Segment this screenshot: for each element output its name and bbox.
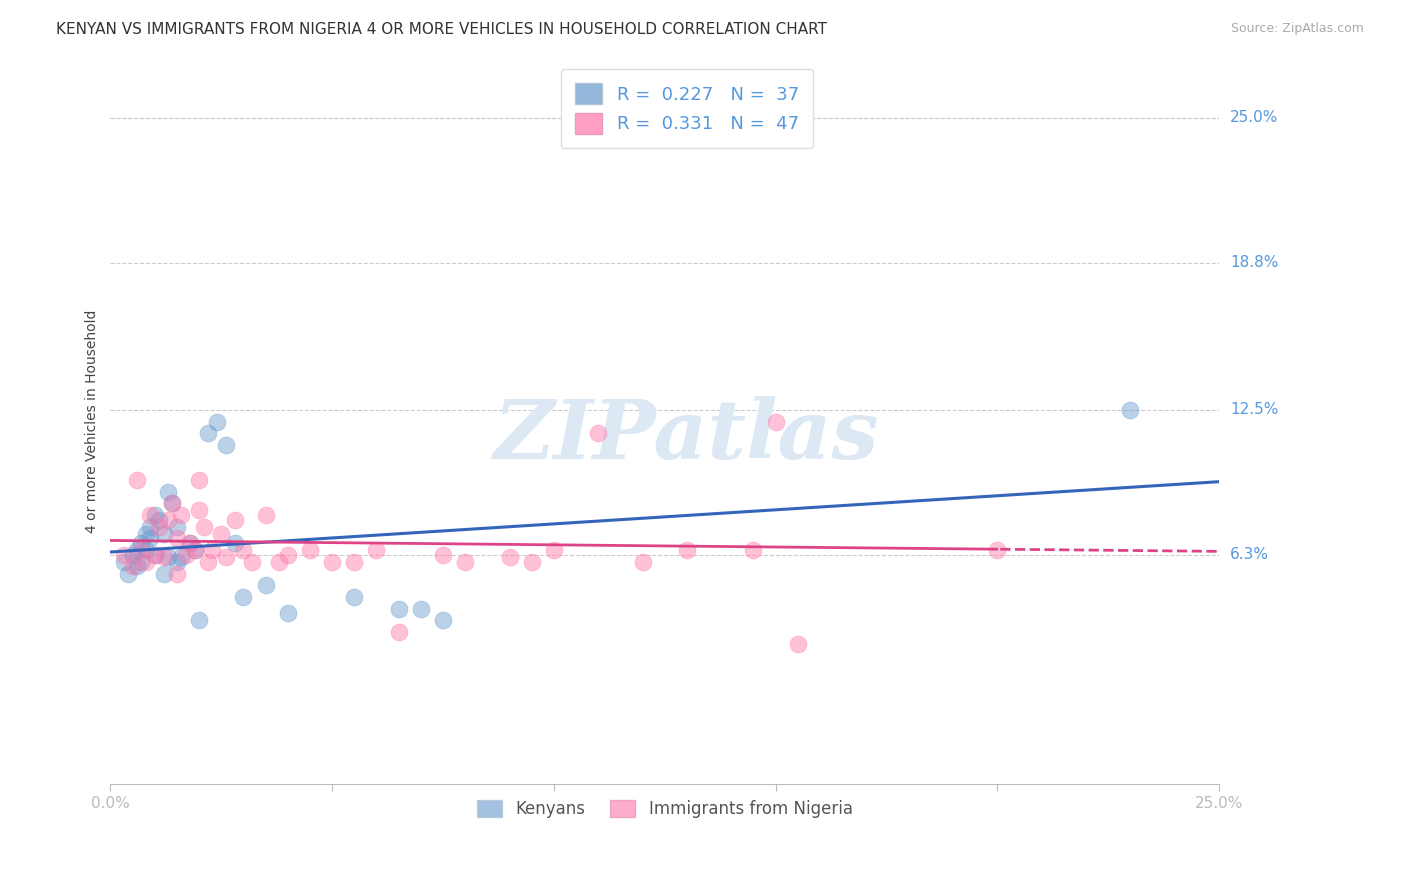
Point bbox=[366, 543, 388, 558]
Point bbox=[139, 520, 162, 534]
Point bbox=[166, 555, 188, 569]
Point bbox=[183, 543, 205, 558]
Point bbox=[321, 555, 343, 569]
Point bbox=[543, 543, 565, 558]
Point bbox=[498, 550, 520, 565]
Point bbox=[143, 508, 166, 522]
Point bbox=[215, 550, 238, 565]
Point bbox=[179, 536, 201, 550]
Point bbox=[179, 536, 201, 550]
Point bbox=[143, 548, 166, 562]
Point bbox=[742, 543, 765, 558]
Point bbox=[388, 624, 411, 639]
Text: 25.0%: 25.0% bbox=[1230, 111, 1278, 126]
Point bbox=[157, 550, 180, 565]
Point bbox=[162, 496, 184, 510]
Point bbox=[125, 543, 148, 558]
Point bbox=[201, 543, 224, 558]
Point bbox=[157, 484, 180, 499]
Point bbox=[125, 473, 148, 487]
Point bbox=[631, 555, 654, 569]
Text: 6.3%: 6.3% bbox=[1230, 548, 1270, 562]
Point bbox=[135, 526, 157, 541]
Point bbox=[112, 555, 135, 569]
Point bbox=[232, 590, 254, 604]
Text: 18.8%: 18.8% bbox=[1230, 255, 1278, 270]
Point bbox=[174, 548, 197, 562]
Point bbox=[205, 415, 228, 429]
Point bbox=[125, 559, 148, 574]
Legend: Kenyans, Immigrants from Nigeria: Kenyans, Immigrants from Nigeria bbox=[468, 791, 860, 826]
Point bbox=[197, 426, 219, 441]
Point bbox=[121, 548, 143, 562]
Point bbox=[224, 536, 246, 550]
Point bbox=[188, 503, 211, 517]
Y-axis label: 4 or more Vehicles in Household: 4 or more Vehicles in Household bbox=[86, 310, 100, 533]
Point bbox=[197, 555, 219, 569]
Point bbox=[254, 578, 277, 592]
Point bbox=[162, 496, 184, 510]
Point bbox=[343, 555, 366, 569]
Point bbox=[166, 566, 188, 581]
Point bbox=[148, 520, 170, 534]
Text: 12.5%: 12.5% bbox=[1230, 402, 1278, 417]
Point bbox=[586, 426, 609, 441]
Point bbox=[432, 613, 454, 627]
Point bbox=[112, 548, 135, 562]
Point bbox=[986, 543, 1008, 558]
Point bbox=[240, 555, 263, 569]
Point bbox=[193, 520, 215, 534]
Point bbox=[131, 536, 153, 550]
Point bbox=[135, 555, 157, 569]
Point bbox=[131, 543, 153, 558]
Point bbox=[152, 526, 174, 541]
Point bbox=[131, 555, 153, 569]
Point bbox=[432, 548, 454, 562]
Point bbox=[152, 550, 174, 565]
Point bbox=[676, 543, 699, 558]
Point bbox=[148, 513, 170, 527]
Point bbox=[170, 550, 193, 565]
Point bbox=[166, 520, 188, 534]
Point bbox=[188, 473, 211, 487]
Point bbox=[298, 543, 321, 558]
Point bbox=[183, 543, 205, 558]
Text: KENYAN VS IMMIGRANTS FROM NIGERIA 4 OR MORE VEHICLES IN HOUSEHOLD CORRELATION CH: KENYAN VS IMMIGRANTS FROM NIGERIA 4 OR M… bbox=[56, 22, 827, 37]
Point bbox=[277, 548, 299, 562]
Point bbox=[277, 606, 299, 620]
Point bbox=[135, 543, 157, 558]
Point bbox=[765, 415, 787, 429]
Point bbox=[786, 637, 808, 651]
Point bbox=[343, 590, 366, 604]
Point bbox=[121, 559, 143, 574]
Point bbox=[215, 438, 238, 452]
Point bbox=[152, 566, 174, 581]
Point bbox=[232, 543, 254, 558]
Point bbox=[454, 555, 477, 569]
Point bbox=[170, 508, 193, 522]
Point bbox=[409, 601, 432, 615]
Point bbox=[117, 566, 139, 581]
Point bbox=[209, 526, 232, 541]
Point bbox=[254, 508, 277, 522]
Point bbox=[520, 555, 543, 569]
Point bbox=[388, 601, 411, 615]
Point bbox=[166, 532, 188, 546]
Point bbox=[188, 613, 211, 627]
Point bbox=[1119, 403, 1142, 417]
Point bbox=[157, 513, 180, 527]
Point bbox=[224, 513, 246, 527]
Text: ZIPatlas: ZIPatlas bbox=[494, 396, 880, 476]
Point bbox=[139, 532, 162, 546]
Point bbox=[267, 555, 290, 569]
Text: Source: ZipAtlas.com: Source: ZipAtlas.com bbox=[1230, 22, 1364, 36]
Point bbox=[139, 508, 162, 522]
Point bbox=[143, 548, 166, 562]
